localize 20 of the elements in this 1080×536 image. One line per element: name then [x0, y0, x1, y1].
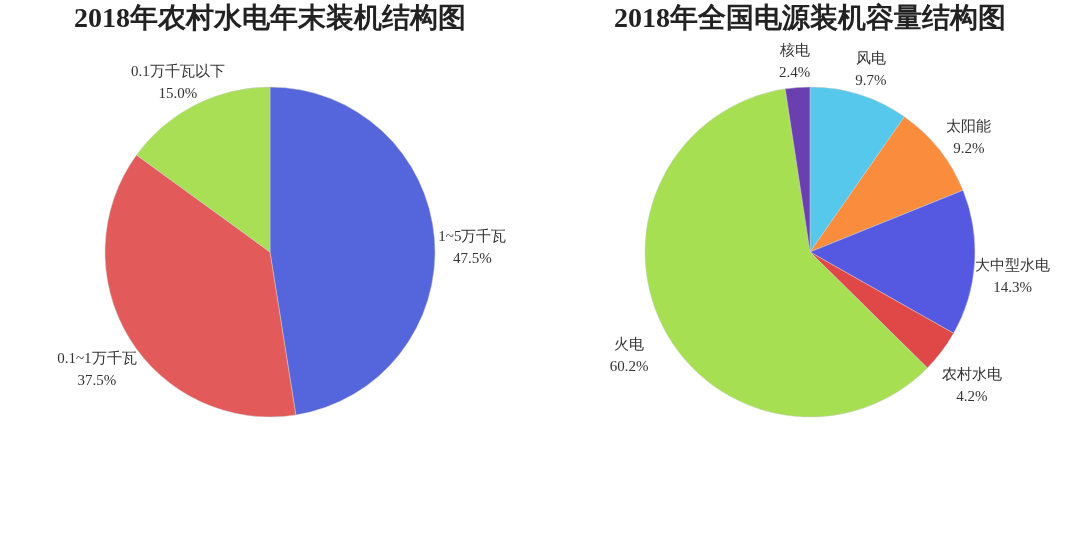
slice-label: 大中型水电 [975, 257, 1051, 274]
data-label: 47.5% [453, 250, 492, 267]
slice-label: 火电 [614, 336, 645, 353]
data-label: 4.2% [956, 388, 988, 405]
slice-label: 0.1~1万千瓦 [57, 350, 137, 367]
data-label: 14.3% [993, 279, 1032, 296]
data-label: 9.7% [855, 72, 887, 89]
data-label: 60.2% [609, 358, 649, 375]
data-label: 15.0% [158, 85, 198, 102]
chart-title: 2018年农村水电年末装机结构图 [74, 2, 466, 33]
slice-label: 农村水电 [941, 366, 1002, 383]
slice-label: 0.1万千瓦以下 [130, 63, 225, 80]
slice-label: 1~5万千瓦 [438, 228, 507, 245]
chart-title: 2018年全国电源装机容量结构图 [614, 2, 1006, 33]
data-label: 37.5% [77, 372, 117, 389]
data-label: 9.2% [953, 139, 985, 156]
slice-label: 太阳能 [946, 117, 992, 134]
slice-label: 核电 [778, 41, 810, 58]
slice-label: 风电 [855, 50, 886, 67]
data-label: 2.4% [779, 63, 811, 80]
